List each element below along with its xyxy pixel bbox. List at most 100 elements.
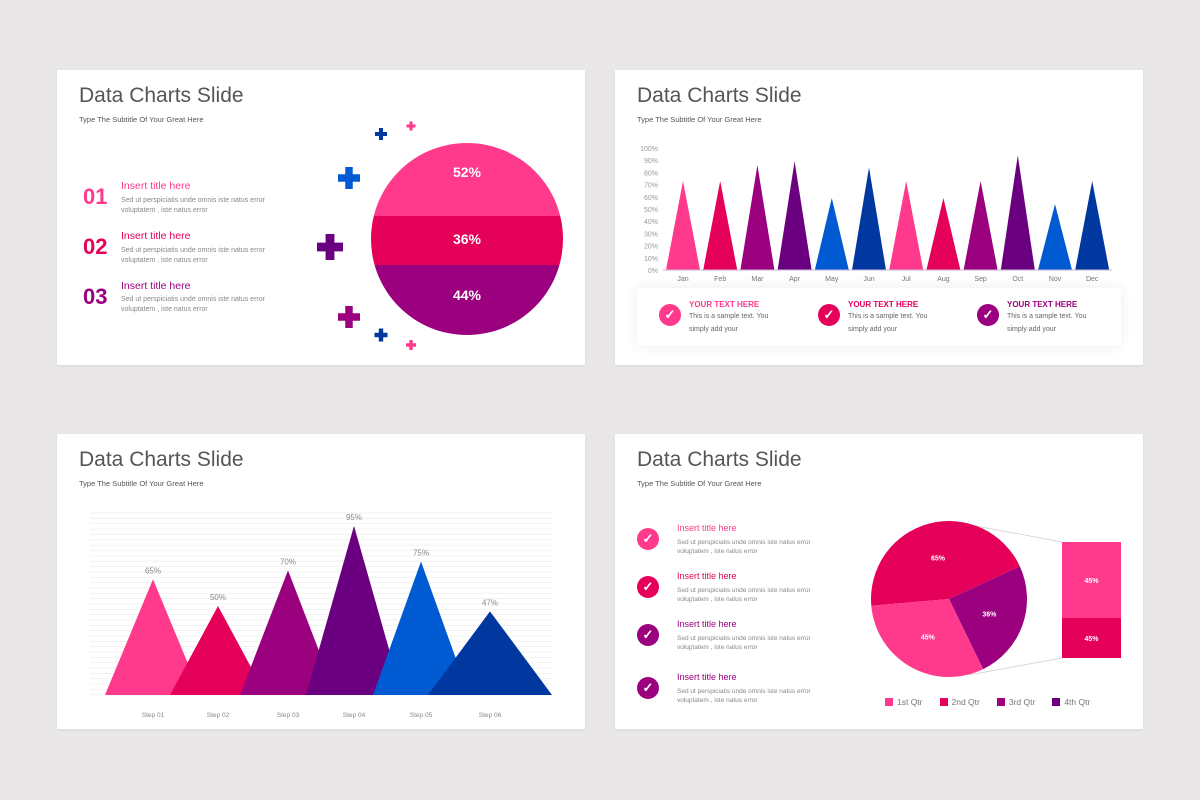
item-title: Insert title here — [677, 672, 737, 682]
y-tick-label: 30% — [644, 231, 658, 238]
plus-icon — [406, 121, 416, 131]
triangle-bar — [889, 180, 924, 270]
triangle-bar — [306, 525, 402, 695]
check-icon: ✓ — [659, 304, 681, 326]
x-tick-label: May — [825, 276, 839, 283]
triangle-bar — [852, 167, 886, 270]
plus-icon — [374, 328, 388, 342]
slide-4[interactable]: Data Charts Slide Type The Subtitle Of Y… — [615, 434, 1143, 729]
check-icon: ✓ — [637, 576, 659, 598]
item-title: Insert title here — [121, 230, 191, 242]
x-tick-label: Aug — [937, 276, 950, 283]
data-label: 65% — [145, 566, 161, 575]
triangle-bar — [170, 606, 266, 695]
slice-label: 65% — [931, 556, 946, 563]
slide-subtitle: Type The Subtitle Of Your Great Here — [79, 115, 204, 124]
breakout-bar — [1062, 618, 1121, 658]
legend-label: 3rd Qtr — [1008, 697, 1036, 707]
data-label: 95% — [346, 513, 362, 522]
connector-line — [968, 657, 1063, 676]
y-tick-label: 10% — [644, 256, 658, 263]
y-tick-label: 50% — [644, 207, 658, 214]
item-title: Insert title here — [677, 571, 737, 581]
slide-2[interactable]: Data Charts Slide Type The Subtitle Of Y… — [615, 70, 1143, 365]
x-tick-label: Jul — [902, 276, 911, 283]
triangle-bar — [373, 561, 469, 695]
y-tick-label: 100% — [640, 146, 658, 153]
triangle-bar — [1000, 155, 1035, 270]
triangle-bar — [963, 180, 998, 270]
legend-label: 2nd Qtr — [951, 697, 980, 707]
x-tick-label: Jun — [863, 276, 874, 283]
triangle-bar — [777, 161, 812, 270]
plus-icon — [406, 340, 416, 350]
y-tick-label: 70% — [644, 183, 658, 190]
data-label: 50% — [210, 593, 226, 602]
check-icon: ✓ — [818, 304, 840, 326]
triangle-bar — [428, 611, 552, 695]
slide-subtitle: Type The Subtitle Of Your Great Here — [79, 479, 204, 488]
triangle-bar — [240, 570, 336, 695]
card-text: This is a sample text. You simply add yo… — [1007, 313, 1087, 333]
card-heading: YOUR TEXT HERE — [689, 300, 760, 309]
legend-item: 4th Qtr — [1052, 697, 1090, 707]
item-number: 03 — [83, 284, 108, 309]
data-label: 75% — [413, 549, 429, 558]
check-icon: ✓ — [977, 304, 999, 326]
y-tick-label: 20% — [644, 244, 658, 251]
x-tick-label: Step 05 — [410, 712, 433, 719]
y-tick-label: 80% — [644, 170, 658, 177]
overlapping-triangle-chart: 65% Step 01 50% Step 02 70% Step 03 95% Step 04… — [90, 512, 552, 719]
legend-item: 3rd Qtr — [996, 697, 1036, 707]
legend-swatch — [1052, 698, 1061, 706]
card-text: This is a sample text. You simply add yo… — [848, 313, 928, 333]
legend-label: 1st Qtr — [897, 697, 923, 707]
y-tick-label: 40% — [644, 219, 658, 226]
item-number: 01 — [83, 184, 108, 209]
circle-band — [371, 216, 563, 265]
x-tick-label: Apr — [789, 276, 801, 283]
plus-icon — [338, 306, 361, 328]
x-tick-label: Step 06 — [479, 712, 502, 719]
legend-item: 1st Qtr — [885, 697, 923, 707]
slide-title: Data Charts Slide — [637, 84, 802, 107]
slide-subtitle: Type The Subtitle Of Your Great Here — [637, 115, 762, 124]
data-label: 47% — [482, 598, 498, 607]
y-tick-label: 60% — [644, 195, 658, 202]
pie-slice — [949, 566, 1027, 670]
pie-slice — [871, 521, 1020, 606]
item-desc: Sed ut perspiciatis unde omnis iste natu… — [677, 688, 811, 704]
breakout-label: 45% — [1084, 636, 1099, 643]
item-desc: Sed ut perspiciatis unde omnis iste natu… — [677, 587, 811, 603]
breakout-bar — [1062, 542, 1121, 618]
item-title: Insert title here — [121, 280, 191, 292]
triangle-bar — [666, 180, 700, 270]
legend-swatch — [885, 698, 893, 706]
item-desc: Sed ut perspiciatis unde omnis iste natu… — [121, 247, 265, 264]
card-heading: YOUR TEXT HERE — [1007, 300, 1078, 309]
x-tick-label: Sep — [974, 276, 987, 283]
triangle-bar — [926, 198, 961, 270]
x-tick-label: Dec — [1086, 276, 1099, 283]
slide-subtitle: Type The Subtitle Of Your Great Here — [637, 479, 762, 488]
band-label: 52% — [453, 164, 482, 180]
slice-label: 45% — [921, 634, 936, 641]
slide-title: Data Charts Slide — [79, 84, 244, 107]
item-desc: Sed ut perspiciatis unde omnis iste natu… — [677, 539, 811, 555]
breakout-label: 45% — [1084, 578, 1099, 585]
slide-3[interactable]: Data Charts Slide Type The Subtitle Of Y… — [57, 434, 585, 729]
legend-label: 4th Qtr — [1064, 697, 1091, 707]
pie-slice — [871, 599, 984, 677]
x-tick-label: Nov — [1049, 276, 1062, 283]
x-tick-label: Mar — [751, 276, 764, 283]
band-label: 36% — [453, 231, 482, 247]
bar-of-pie-chart: 65% 36% 45% 45% 45% — [871, 520, 1121, 677]
y-tick-label: 0% — [648, 268, 658, 275]
x-tick-label: Feb — [714, 276, 726, 283]
triangle-bar-chart: 0% 10% 20% 30% 40% 50% 60% 70% 80% 90% 100% Jan Feb M… — [640, 146, 1112, 283]
item-desc: Sed ut perspiciatis unde omnis iste natu… — [121, 296, 265, 313]
band-label: 44% — [453, 287, 482, 303]
x-tick-label: Step 04 — [343, 712, 366, 719]
slide-1[interactable]: Data Charts Slide Type The Subtitle Of Y… — [57, 70, 585, 365]
card-text: This is a sample text. You simply add yo… — [689, 313, 769, 333]
